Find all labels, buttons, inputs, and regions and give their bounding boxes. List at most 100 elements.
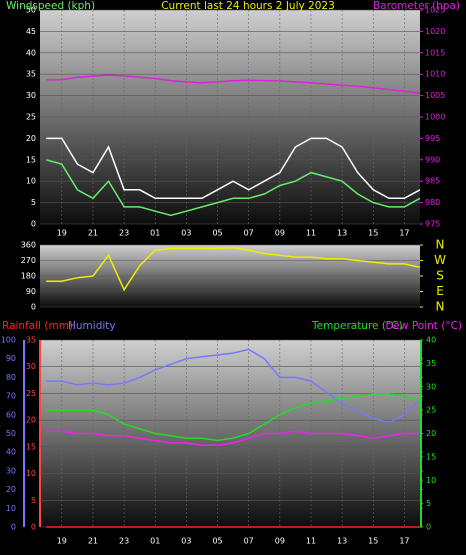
x-tick-label: 15 (368, 229, 378, 238)
y-tick-label: 0 (31, 523, 36, 532)
x-tick-label: 07 (244, 537, 254, 546)
plot-area (40, 340, 420, 527)
x-tick-label: 13 (337, 229, 347, 238)
x-tick-label: 07 (244, 229, 254, 238)
y2-tick-label: 1000 (425, 113, 445, 122)
y3-tick-label: 10 (6, 504, 16, 513)
y2-tick-label: 1025 (425, 6, 445, 15)
y2-tick-label: 1005 (425, 91, 445, 100)
y-tick-label: 15 (26, 442, 36, 451)
y2-tick-label: 10 (426, 476, 436, 485)
series-line (46, 430, 420, 446)
x-tick-label: 01 (150, 537, 160, 546)
y3-tick-label: 80 (6, 373, 16, 382)
y3-tick-label: 50 (6, 429, 16, 438)
y2-tick-label: 990 (425, 155, 440, 164)
y2-tick-label: 15 (426, 452, 436, 461)
y-tick-label: 180 (21, 272, 36, 281)
y3-tick-label: 20 (6, 485, 16, 494)
y2-tick-label: N (436, 238, 445, 252)
series-name: Temperature (°C) (311, 320, 403, 332)
x-tick-label: 01 (150, 229, 160, 238)
x-tick-label: 09 (275, 229, 285, 238)
y2-tick-label: 995 (425, 134, 440, 143)
y2-tick-label: 35 (426, 359, 436, 368)
y2-tick-label: E (436, 284, 444, 298)
series-line (46, 159, 421, 217)
y3-tick-label: 0 (11, 523, 16, 532)
y-tick-label: 45 (26, 27, 36, 36)
y2-tick-label: 975 (425, 220, 440, 229)
y-tick-label: 25 (26, 113, 36, 122)
x-tick-label: 13 (337, 537, 347, 546)
y2-tick-label: 0 (426, 523, 431, 532)
y-tick-label: 0 (31, 303, 36, 312)
y-tick-label: 20 (26, 134, 36, 143)
y-tick-label: 35 (26, 70, 36, 79)
x-tick-label: 23 (119, 537, 129, 546)
y3-tick-label: 40 (6, 448, 16, 457)
y2-tick-label: 1010 (425, 70, 445, 79)
x-tick-label: 11 (306, 537, 316, 546)
y-tick-label: 5 (31, 496, 36, 505)
y-tick-label: 5 (31, 198, 36, 207)
x-tick-label: 19 (57, 537, 67, 546)
y-tick-label: 10 (26, 177, 36, 186)
series-name: Windspeed (kph) (6, 0, 95, 12)
y2-tick-label: 40 (426, 336, 436, 345)
series-name: Dew Point (°C) (385, 320, 462, 332)
y-tick-label: 40 (26, 48, 36, 57)
y-tick-label: 50 (26, 6, 36, 15)
series-line (46, 246, 421, 292)
x-tick-label: 03 (181, 537, 191, 546)
y2-tick-label: 985 (425, 177, 440, 186)
y-tick-label: 15 (26, 155, 36, 164)
y2-tick-label: 20 (426, 429, 436, 438)
x-tick-label: 11 (306, 229, 316, 238)
y2-tick-label: S (436, 269, 444, 283)
y3-tick-label: 30 (6, 466, 16, 475)
y-tick-label: 0 (31, 220, 36, 229)
y3-tick-label: 100 (1, 336, 16, 345)
y-tick-label: 35 (26, 336, 36, 345)
x-tick-label: 17 (399, 229, 409, 238)
series-name: Humidity (68, 320, 116, 332)
y-tick-label: 270 (21, 256, 36, 265)
y2-tick-label: 30 (426, 382, 436, 391)
y2-tick-label: 980 (425, 198, 440, 207)
series-name: Rainfall (mm) (2, 320, 73, 332)
x-tick-label: 19 (57, 229, 67, 238)
y-tick-label: 10 (26, 469, 36, 478)
x-tick-label: 21 (88, 537, 98, 546)
y2-tick-label: W (434, 253, 446, 267)
y2-tick-label: 1020 (425, 27, 445, 36)
y2-tick-label: N (436, 300, 445, 314)
y-tick-label: 30 (26, 362, 36, 371)
y2-tick-label: 25 (426, 406, 436, 415)
x-tick-label: 15 (368, 537, 378, 546)
y-tick-label: 360 (21, 241, 36, 250)
x-tick-label: 23 (119, 229, 129, 238)
x-tick-label: 21 (88, 229, 98, 238)
y3-tick-label: 90 (6, 354, 16, 363)
y-tick-label: 90 (26, 287, 36, 296)
y-tick-label: 20 (26, 416, 36, 425)
y3-tick-label: 60 (6, 410, 16, 419)
y-tick-label: 25 (26, 389, 36, 398)
y3-tick-label: 70 (6, 392, 16, 401)
y2-tick-label: 5 (426, 499, 431, 508)
x-tick-label: 17 (399, 537, 409, 546)
series-name: Barometer (hpa) (373, 0, 460, 12)
x-tick-label: 05 (212, 229, 222, 238)
x-tick-label: 03 (181, 229, 191, 238)
chart-title: Current last 24 hours 2 July 2023 (161, 0, 335, 12)
series-line (46, 137, 421, 200)
series-line (46, 393, 421, 442)
series-line (46, 348, 421, 424)
y2-tick-label: 1015 (425, 48, 445, 57)
x-tick-label: 09 (275, 537, 285, 546)
y-tick-label: 30 (26, 91, 36, 100)
x-tick-label: 05 (212, 537, 222, 546)
series-line (46, 74, 421, 94)
